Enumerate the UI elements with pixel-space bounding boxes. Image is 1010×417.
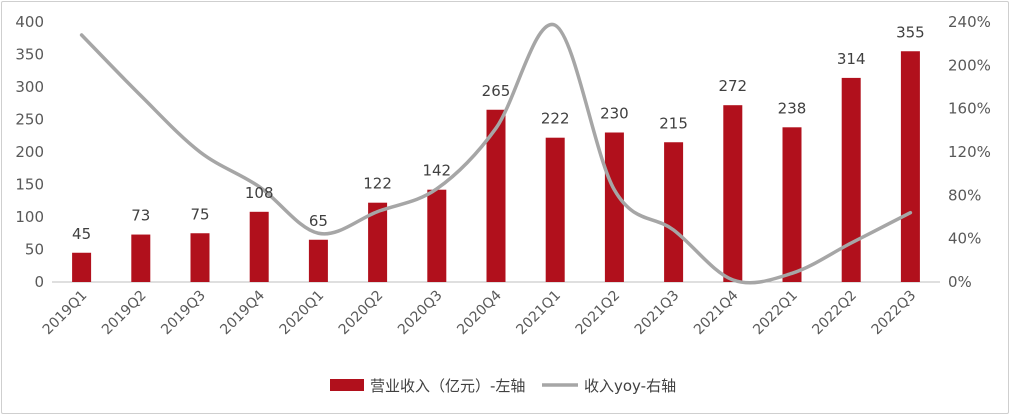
data-label: 238 <box>778 99 807 117</box>
legend-label-revenue: 营业收入（亿元）-左轴 <box>370 377 525 395</box>
bar <box>545 137 565 282</box>
bar <box>190 233 210 282</box>
x-tick-label: 2021Q2 <box>573 288 624 339</box>
bar <box>900 51 920 282</box>
x-tick-label: 2022Q1 <box>750 288 801 339</box>
bar <box>723 105 743 282</box>
bar <box>368 202 388 282</box>
y-right-tick-label: 240% <box>948 13 991 31</box>
y-left-tick-label: 300 <box>15 78 44 96</box>
x-tick-label: 2022Q3 <box>869 288 920 339</box>
x-tick-label: 2019Q2 <box>99 288 150 339</box>
bar <box>841 77 861 283</box>
bar <box>249 211 269 282</box>
data-label: 73 <box>131 207 150 225</box>
x-tick-label: 2021Q1 <box>513 288 564 339</box>
data-labels: 45 73 75 108 65 122 142 265 222 230 215 272 238 314 35… <box>72 23 925 243</box>
data-label: 265 <box>482 82 511 100</box>
bar <box>72 252 92 282</box>
y-right-tick-label: 200% <box>948 56 991 74</box>
data-label: 314 <box>837 50 866 68</box>
bar <box>308 239 328 282</box>
data-label: 222 <box>541 110 570 128</box>
x-tick-label: 2019Q4 <box>217 287 268 338</box>
bar <box>604 132 624 282</box>
data-label: 108 <box>245 184 274 202</box>
y-left-tick-label: 250 <box>15 111 44 129</box>
y-right-tick-label: 40% <box>948 230 981 248</box>
data-label: 355 <box>896 23 925 41</box>
bar <box>131 234 151 282</box>
y-right-tick-label: 0% <box>948 273 972 291</box>
data-label: 215 <box>659 114 688 132</box>
y-left-tick-label: 200 <box>15 143 44 161</box>
legend: 营业收入（亿元）-左轴 收入yoy-右轴 <box>330 377 676 395</box>
x-tick-label: 2021Q4 <box>691 287 742 338</box>
y-left-tick-label: 0 <box>34 273 44 291</box>
x-tick-label: 2020Q3 <box>395 288 446 339</box>
y-left-tick-label: 50 <box>25 241 44 259</box>
data-label: 230 <box>600 105 629 123</box>
bar <box>782 127 802 282</box>
data-label: 122 <box>363 175 392 193</box>
x-tick-label: 2019Q1 <box>40 288 91 339</box>
x-tick-label: 2019Q3 <box>158 288 209 339</box>
y-left-tick-label: 350 <box>15 46 44 64</box>
y-right-tick-label: 120% <box>948 143 991 161</box>
legend-label-yoy: 收入yoy-右轴 <box>584 377 676 395</box>
x-tick-label: 2020Q4 <box>454 287 505 338</box>
x-tick-label: 2021Q3 <box>632 288 683 339</box>
data-label: 75 <box>190 205 209 223</box>
yoy-line-series <box>79 22 913 285</box>
x-tick-label: 2022Q2 <box>809 288 860 339</box>
y-left-tick-label: 400 <box>15 13 44 31</box>
yoy-line <box>79 22 913 285</box>
y-right-tick-label: 160% <box>948 100 991 118</box>
data-label: 272 <box>718 77 747 95</box>
data-label: 142 <box>422 162 451 180</box>
bar <box>664 142 684 282</box>
bar-series <box>72 51 920 283</box>
data-label: 45 <box>72 225 91 243</box>
x-tick-label: 2020Q1 <box>277 288 328 339</box>
y-left-tick-label: 100 <box>15 208 44 226</box>
x-tick-label: 2020Q2 <box>336 288 387 339</box>
legend-swatch-revenue <box>330 379 364 391</box>
bar <box>486 109 506 282</box>
bar <box>427 189 447 282</box>
data-label: 65 <box>309 212 328 230</box>
y-right-tick-label: 80% <box>948 186 981 204</box>
y-left-tick-label: 150 <box>15 176 44 194</box>
